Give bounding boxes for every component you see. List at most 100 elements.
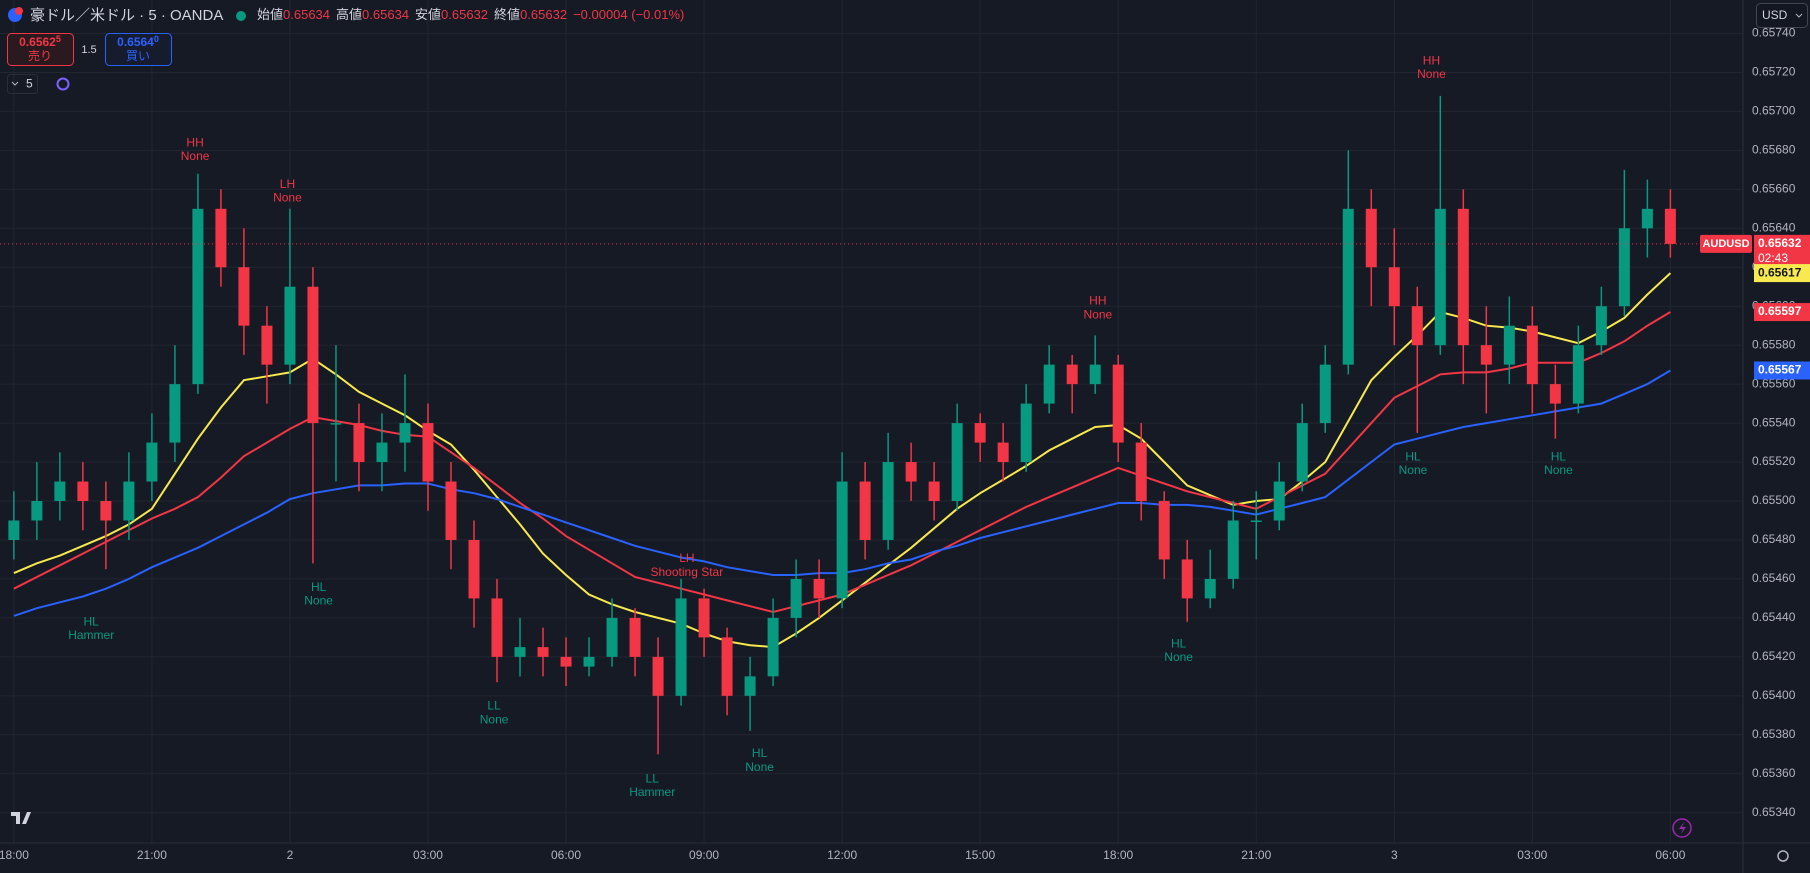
countdown: 02:43 (1758, 251, 1788, 265)
y-tick-label: 0.65660 (1752, 181, 1796, 195)
y-tick-label: 0.65560 (1752, 376, 1796, 390)
candle-body (330, 423, 342, 425)
x-tick-label: 06:00 (551, 848, 581, 862)
chevron (1795, 13, 1803, 18)
candle-body (1135, 442, 1147, 502)
settings-icon[interactable] (1777, 850, 1789, 862)
candle-body (376, 442, 388, 463)
pattern-label: None (1164, 650, 1193, 664)
candle-body (882, 462, 894, 540)
y-tick-label: 0.65540 (1752, 415, 1796, 429)
pattern-label: HH (1423, 53, 1440, 67)
currency-button[interactable] (1756, 3, 1808, 28)
pattern-label: Hammer (629, 785, 675, 799)
sell-button[interactable] (7, 33, 74, 66)
tv-logo (11, 812, 31, 824)
x-tick-label: 21:00 (1241, 848, 1271, 862)
candle-body (1434, 208, 1446, 346)
sell-price: 0.65625 (19, 34, 61, 49)
candle-body (675, 598, 687, 696)
candle-body (238, 267, 250, 326)
ma-marker-label: 0.65597 (1758, 304, 1802, 318)
candle-body (951, 423, 963, 502)
candle-body (560, 656, 572, 667)
pattern-label: None (304, 594, 333, 608)
chevron (11, 81, 19, 86)
candle-body (307, 286, 319, 424)
x-tick-label: 3 (1391, 848, 1398, 862)
candle-body (1204, 578, 1216, 599)
candle-body (1572, 345, 1584, 404)
candle-body (491, 598, 503, 657)
y-tick-label: 0.65380 (1752, 727, 1796, 741)
y-tick-label: 0.65360 (1752, 766, 1796, 780)
candle-body (790, 578, 802, 618)
candle-body (1227, 520, 1239, 579)
candle-body (1250, 520, 1262, 522)
candle-body (1618, 228, 1630, 307)
label: 始値 (257, 7, 283, 22)
candle-body (1158, 501, 1170, 560)
pattern-label: HL (84, 614, 100, 628)
candle-body (721, 637, 733, 696)
buy-button[interactable] (105, 33, 172, 66)
y-tick-label: 0.65740 (1752, 26, 1796, 40)
candle-body (100, 501, 112, 521)
candle-body (1411, 306, 1423, 346)
y-tick-label: 0.65680 (1752, 143, 1796, 157)
candle-body (629, 617, 641, 657)
candle-body (859, 481, 871, 540)
ohlc: 始値0.65634 高値0.65634 安値0.65632 終値0.65632 −0.0… (257, 7, 684, 22)
value: 0.65632 (441, 7, 488, 22)
price: 0.6564 (117, 35, 154, 49)
candle-body (767, 617, 779, 677)
candle-body (1342, 208, 1354, 365)
ma-marker (1754, 264, 1810, 283)
price-marker (1754, 234, 1810, 269)
alert-icon[interactable] (1672, 818, 1692, 838)
pip: 5 (56, 34, 61, 44)
ma-marker-label: 0.65617 (1758, 265, 1802, 279)
y-tick-label: 0.65340 (1752, 805, 1796, 819)
x-tick-label: 15:00 (965, 848, 995, 862)
candle-body (422, 423, 434, 482)
interval-dropdown[interactable] (7, 74, 38, 94)
candle-body (836, 481, 848, 599)
candle-body (1181, 559, 1193, 599)
candle-body (1066, 364, 1078, 385)
y-tick-label: 0.65500 (1752, 493, 1796, 507)
pattern-label: HL (311, 580, 327, 594)
pattern-label: None (181, 149, 210, 163)
pattern-label: HH (186, 135, 203, 149)
candle-body (146, 442, 158, 482)
pattern-label: None (273, 191, 302, 205)
candle-body (928, 481, 940, 502)
sync-icon[interactable] (56, 77, 70, 91)
bolt (1679, 822, 1686, 834)
x-tick-label: 21:00 (137, 848, 167, 862)
market-status (236, 11, 246, 21)
candle-body (169, 384, 181, 443)
y-tick-label: 0.65420 (1752, 649, 1796, 663)
value: 0.65634 (362, 7, 409, 22)
candle-body (1089, 364, 1101, 385)
candle-body (54, 481, 66, 502)
symbol-title[interactable]: 豪ドル／米ドル · 5 · OANDA (30, 6, 223, 24)
pattern-label: Hammer (68, 628, 114, 642)
candle-body (77, 481, 89, 502)
candle-body (1549, 384, 1561, 404)
x-tick-label: 18:00 (1103, 848, 1133, 862)
candle-body (1595, 306, 1607, 346)
candle-body (1273, 481, 1285, 521)
candle-body (698, 598, 710, 638)
y-tick-label: 0.65640 (1752, 220, 1796, 234)
y-tick-label: 0.65580 (1752, 337, 1796, 351)
x-tick-label: 09:00 (689, 848, 719, 862)
pattern-label: LL (646, 771, 660, 785)
value: 0.65634 (283, 7, 330, 22)
pattern-label: None (480, 713, 509, 727)
pattern-label: HL (1405, 449, 1421, 463)
candle-body (445, 481, 457, 540)
candle-body (744, 676, 756, 696)
candle-body (399, 423, 411, 443)
